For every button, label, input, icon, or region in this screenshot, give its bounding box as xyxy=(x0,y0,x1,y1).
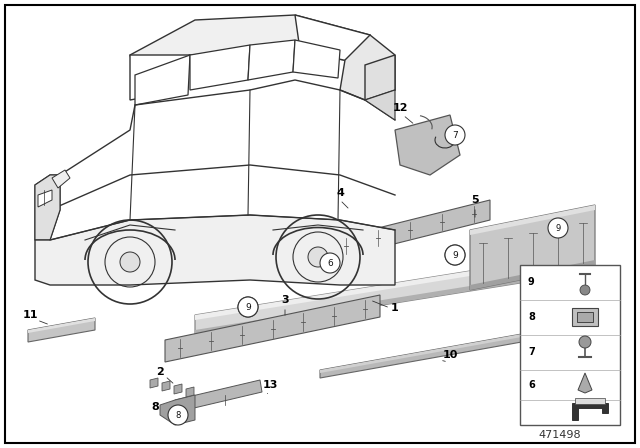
Text: 8: 8 xyxy=(151,402,159,412)
Circle shape xyxy=(445,245,465,265)
Polygon shape xyxy=(165,295,380,362)
Polygon shape xyxy=(174,384,182,394)
Text: 9: 9 xyxy=(245,302,251,311)
Polygon shape xyxy=(52,170,70,188)
Circle shape xyxy=(580,285,590,295)
Polygon shape xyxy=(248,40,295,80)
Text: 9: 9 xyxy=(556,224,561,233)
Text: 471498: 471498 xyxy=(539,430,581,440)
Polygon shape xyxy=(130,55,190,100)
Polygon shape xyxy=(195,255,570,320)
Text: 10: 10 xyxy=(442,350,458,360)
Polygon shape xyxy=(35,215,395,285)
Polygon shape xyxy=(365,90,395,120)
Text: 12: 12 xyxy=(392,103,408,113)
Polygon shape xyxy=(195,255,570,335)
Bar xyxy=(572,308,598,326)
Bar xyxy=(520,265,620,425)
Polygon shape xyxy=(150,378,158,388)
Polygon shape xyxy=(130,15,370,75)
Polygon shape xyxy=(320,320,600,378)
Polygon shape xyxy=(578,373,592,393)
Text: 9: 9 xyxy=(245,302,251,311)
Polygon shape xyxy=(575,398,605,404)
Polygon shape xyxy=(135,55,190,105)
Polygon shape xyxy=(28,318,95,333)
Polygon shape xyxy=(572,403,608,420)
Polygon shape xyxy=(470,205,595,290)
Polygon shape xyxy=(38,190,52,207)
Text: 6: 6 xyxy=(327,258,333,267)
Polygon shape xyxy=(35,175,60,240)
Text: 5: 5 xyxy=(471,195,479,205)
Polygon shape xyxy=(175,380,262,412)
Text: 8: 8 xyxy=(528,312,535,322)
Polygon shape xyxy=(470,260,595,290)
Text: 1: 1 xyxy=(391,303,399,313)
Circle shape xyxy=(445,125,465,145)
Text: 9: 9 xyxy=(452,250,458,259)
Text: 3: 3 xyxy=(281,295,289,305)
Bar xyxy=(577,312,593,322)
Polygon shape xyxy=(470,205,595,235)
Polygon shape xyxy=(395,115,460,175)
Text: 6: 6 xyxy=(528,380,535,390)
Circle shape xyxy=(238,297,258,317)
Circle shape xyxy=(579,336,591,348)
Text: 13: 13 xyxy=(262,380,278,390)
Polygon shape xyxy=(365,55,395,100)
Polygon shape xyxy=(186,387,194,397)
Circle shape xyxy=(308,247,328,267)
Polygon shape xyxy=(320,320,600,373)
Polygon shape xyxy=(330,200,490,260)
Text: 7: 7 xyxy=(452,130,458,139)
Text: 11: 11 xyxy=(22,310,38,320)
Circle shape xyxy=(445,245,465,265)
Text: 8: 8 xyxy=(175,410,180,419)
Polygon shape xyxy=(28,318,95,342)
Circle shape xyxy=(168,405,188,425)
Polygon shape xyxy=(340,35,395,100)
Circle shape xyxy=(238,297,258,317)
Polygon shape xyxy=(293,40,340,78)
Polygon shape xyxy=(160,395,195,425)
Polygon shape xyxy=(190,45,250,90)
Circle shape xyxy=(120,252,140,272)
Polygon shape xyxy=(295,15,370,65)
Text: 9: 9 xyxy=(528,277,535,287)
Polygon shape xyxy=(35,175,60,240)
Text: 7: 7 xyxy=(528,347,535,357)
Text: 2: 2 xyxy=(156,367,164,377)
Circle shape xyxy=(548,218,568,238)
Text: 9: 9 xyxy=(452,250,458,259)
Polygon shape xyxy=(162,381,170,391)
Circle shape xyxy=(320,253,340,273)
Polygon shape xyxy=(195,270,570,335)
Text: 4: 4 xyxy=(336,188,344,198)
